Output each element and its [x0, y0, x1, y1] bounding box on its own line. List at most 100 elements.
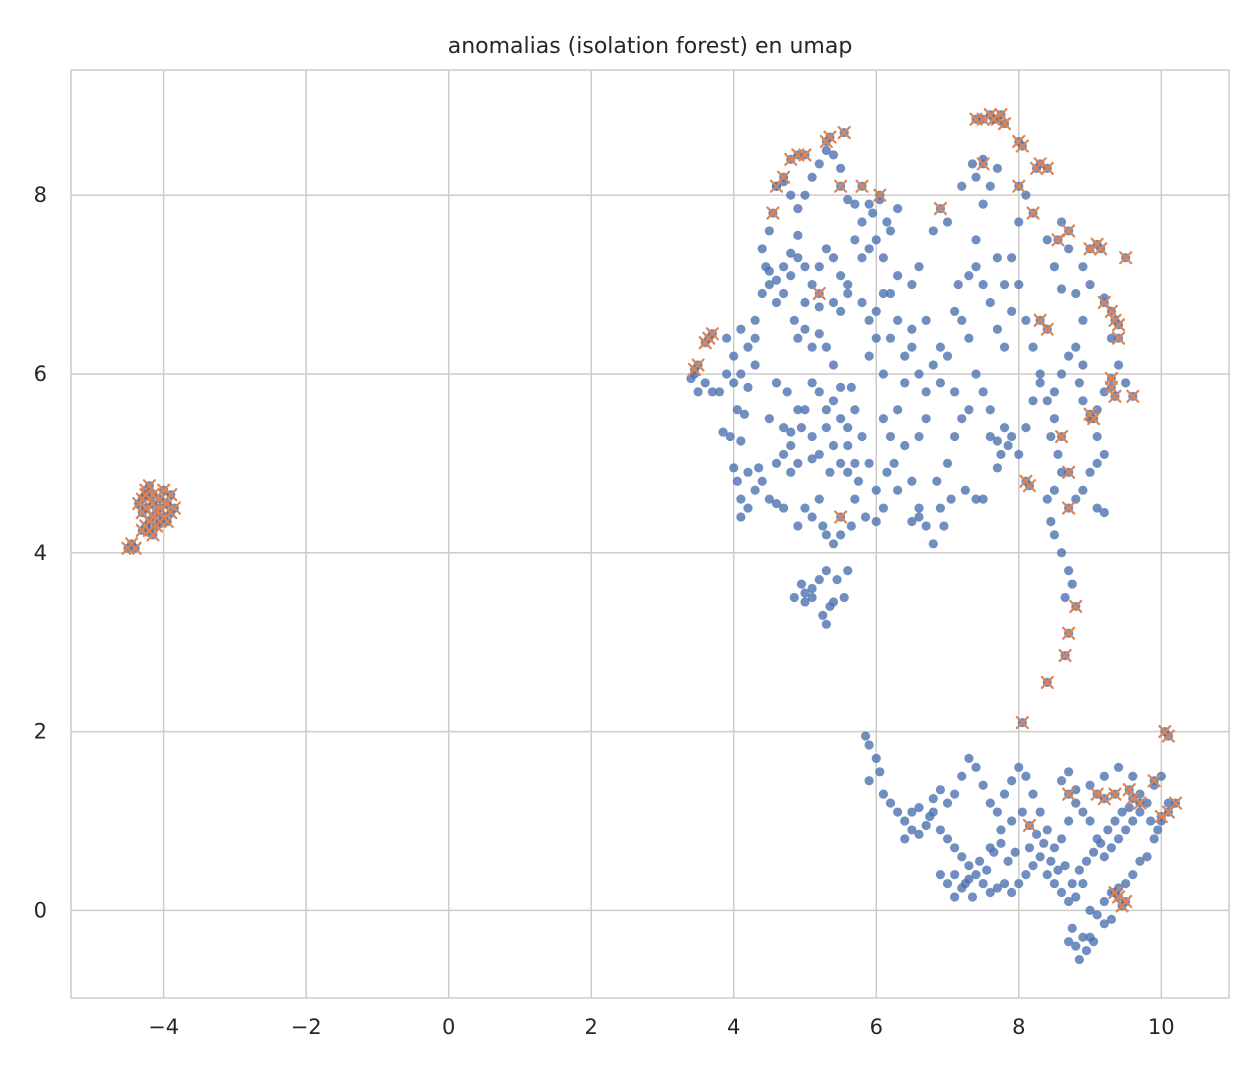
data-point	[878, 369, 888, 379]
data-point	[1028, 342, 1038, 352]
data-point	[1135, 856, 1145, 866]
anomaly-marker	[1022, 479, 1037, 493]
data-point	[821, 145, 831, 156]
data-point	[1096, 838, 1106, 848]
anomaly-marker	[1161, 729, 1176, 743]
data-point	[1121, 878, 1131, 889]
data-point	[1085, 816, 1095, 826]
data-point	[796, 423, 807, 433]
data-point	[878, 789, 888, 799]
data-point	[1074, 378, 1084, 388]
anomaly-marker	[823, 130, 837, 144]
anomaly-marker	[1087, 412, 1101, 426]
data-point	[1078, 360, 1088, 370]
data-point	[843, 279, 853, 290]
data-point	[1049, 878, 1060, 889]
data-point	[996, 825, 1006, 835]
anomaly-marker	[873, 188, 887, 202]
data-point	[1067, 923, 1077, 933]
data-point	[871, 306, 881, 316]
data-point	[964, 405, 974, 415]
data-point	[821, 566, 831, 576]
data-point	[985, 798, 995, 808]
anomaly-marker	[164, 488, 178, 502]
data-point	[971, 762, 981, 772]
anomaly-marker	[1115, 899, 1129, 913]
data-point	[1014, 217, 1024, 227]
data-point	[821, 244, 831, 254]
anomaly-marker	[1062, 465, 1076, 479]
data-point	[1049, 843, 1060, 853]
data-point	[1135, 789, 1145, 799]
data-point	[928, 226, 938, 236]
data-point	[978, 199, 988, 209]
data-point	[1049, 387, 1060, 397]
anomaly-marker	[1012, 179, 1026, 193]
data-point	[971, 369, 981, 379]
data-point	[1071, 941, 1081, 951]
data-point	[771, 499, 782, 509]
y-axis-ticks: 0 2 4 6 8	[34, 183, 47, 922]
data-point	[1028, 789, 1038, 799]
data-point	[914, 829, 924, 839]
data-point	[964, 333, 974, 343]
data-point	[1021, 771, 1031, 781]
data-point	[814, 302, 824, 312]
data-point	[864, 776, 874, 786]
data-point	[1074, 954, 1084, 965]
x-tick-label: 10	[1148, 1015, 1175, 1039]
data-point	[800, 190, 810, 200]
data-point	[864, 740, 874, 750]
data-point	[1021, 423, 1031, 433]
y-tick-label: 8	[34, 183, 47, 207]
data-point	[789, 315, 799, 325]
data-point	[939, 521, 949, 531]
data-point	[814, 159, 824, 169]
data-point	[793, 521, 803, 531]
y-tick-label: 4	[34, 541, 47, 565]
data-point	[771, 458, 782, 468]
anomaly-marker	[691, 358, 705, 372]
data-point	[800, 597, 810, 607]
data-point	[1056, 776, 1067, 786]
data-point	[1092, 503, 1102, 513]
data-point	[878, 288, 888, 299]
data-point	[942, 217, 953, 227]
data-point	[1007, 776, 1017, 786]
data-point	[999, 878, 1010, 889]
data-point	[836, 306, 846, 316]
data-point	[914, 262, 924, 272]
data-point	[807, 431, 817, 442]
anomaly-marker	[1119, 251, 1133, 265]
data-point	[1113, 834, 1124, 844]
data-point	[1092, 910, 1102, 920]
data-point	[857, 431, 867, 442]
data-point	[807, 454, 817, 464]
data-point	[878, 503, 888, 513]
data-point	[850, 405, 860, 415]
data-point	[1106, 843, 1117, 853]
data-point	[992, 807, 1003, 817]
data-point	[1007, 816, 1017, 826]
anomaly-marker	[1062, 787, 1076, 801]
data-point	[907, 279, 917, 290]
data-point	[893, 203, 903, 214]
data-point	[871, 333, 881, 343]
data-point	[907, 516, 917, 527]
data-point	[779, 288, 789, 299]
data-point	[1103, 825, 1113, 835]
data-point	[885, 226, 896, 236]
data-point	[828, 539, 839, 549]
data-point	[1007, 306, 1017, 316]
data-point	[1106, 914, 1117, 924]
data-point	[1049, 485, 1060, 495]
anomaly-marker	[812, 286, 826, 301]
data-point	[750, 333, 760, 343]
data-point	[914, 512, 924, 522]
data-point	[1128, 870, 1138, 880]
data-point	[1064, 767, 1074, 777]
data-point	[1014, 878, 1024, 889]
data-point	[846, 521, 856, 531]
anomaly-marker	[1104, 304, 1119, 318]
data-point	[1067, 579, 1077, 589]
